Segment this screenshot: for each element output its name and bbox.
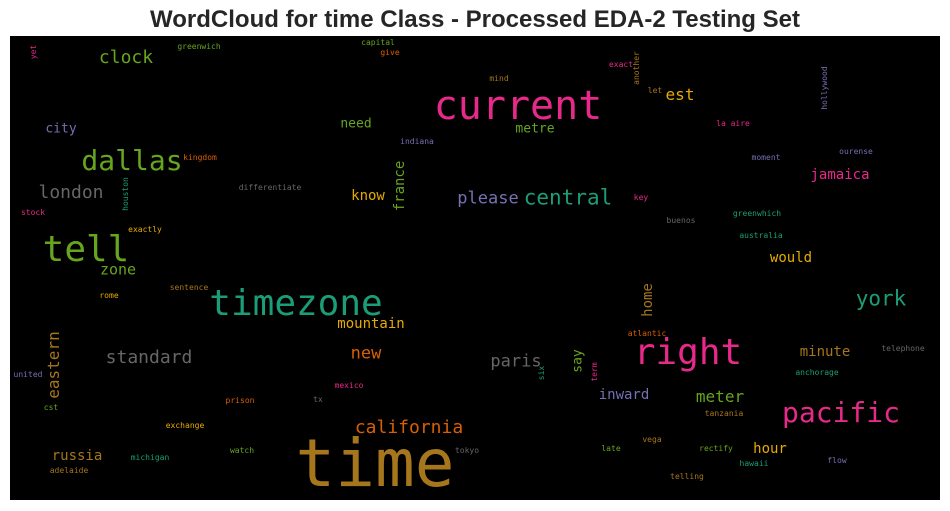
word-know: know <box>351 188 385 204</box>
word-eastern: eastern <box>44 331 63 399</box>
word-key: key <box>633 193 649 202</box>
word-tell: tell <box>42 229 130 270</box>
word-greenwhich: greenwhich <box>732 209 782 218</box>
word-metre: metre <box>515 121 555 137</box>
word-mexico: mexico <box>334 381 364 390</box>
word-la-aire: la aire <box>716 119 750 128</box>
word-tanzania: tanzania <box>704 409 744 418</box>
word-zone: zone <box>99 260 137 279</box>
word-indiana: indiana <box>400 137 434 146</box>
word-timezone: timezone <box>209 283 383 324</box>
word-telling: telling <box>670 472 704 481</box>
word-exchange: exchange <box>165 421 205 430</box>
word-york: york <box>855 286 907 311</box>
word-anchorage: anchorage <box>795 368 839 377</box>
word-paris: paris <box>490 351 542 372</box>
word-dallas: dallas <box>81 144 183 177</box>
word-please: please <box>457 188 519 209</box>
word-michigan: michigan <box>130 453 170 462</box>
word-let: let <box>647 86 663 95</box>
word-united: united <box>13 370 43 379</box>
word-atlantic: atlantic <box>627 329 667 338</box>
word-minute: minute <box>799 344 851 360</box>
chart-title: WordCloud for time Class - Processed EDA… <box>150 6 800 33</box>
word-vega: vega <box>642 435 662 444</box>
word-term: term <box>590 362 599 382</box>
word-cst: cst <box>43 403 59 412</box>
word-est: est <box>665 85 695 104</box>
word-kingdom: kingdom <box>183 153 217 162</box>
word-adelaide: adelaide <box>49 466 89 475</box>
word-time: time <box>295 425 455 500</box>
word-sentence: sentence <box>169 283 209 292</box>
word-london: london <box>38 182 104 203</box>
word-right: right <box>633 332 743 373</box>
word-hollywood: hollywood <box>820 66 829 110</box>
word-greenwich: greenwich <box>177 42 221 51</box>
word-prison: prison <box>225 396 255 405</box>
word-inward: inward <box>598 387 650 403</box>
word-pacific: pacific <box>781 396 901 429</box>
word-clock: clock <box>98 47 154 68</box>
word-watch: watch <box>229 446 255 455</box>
word-australia: australia <box>739 231 783 240</box>
word-current: current <box>433 83 603 129</box>
word-hawaii: hawaii <box>739 459 769 468</box>
word-stock: stock <box>20 208 46 217</box>
word-france: france <box>392 160 408 212</box>
word-mountain: mountain <box>337 316 405 332</box>
word-tokyo: tokyo <box>454 446 480 455</box>
word-need: need <box>340 116 372 132</box>
word-houston: houston <box>121 177 130 211</box>
word-hour: hour <box>753 441 787 457</box>
word-city: city <box>45 121 77 137</box>
word-exactly: exactly <box>128 225 162 234</box>
word-buenos: buenos <box>666 216 696 225</box>
word-ourense: ourense <box>839 147 873 156</box>
word-mind: mind <box>489 74 509 83</box>
word-would: would <box>769 250 813 266</box>
word-california: california <box>354 417 464 438</box>
word-capital: capital <box>361 38 395 47</box>
word-jamaica: jamaica <box>810 167 870 183</box>
word-russia: russia <box>51 448 103 464</box>
word-give: give <box>380 48 400 57</box>
word-another: another <box>632 51 641 85</box>
word-meter: meter <box>695 387 745 406</box>
word-yet: yet <box>29 44 38 60</box>
word-say: say <box>570 349 586 373</box>
word-late: late <box>601 444 621 453</box>
word-central: central <box>523 185 613 210</box>
word-rome: rome <box>99 291 119 300</box>
word-home: home <box>640 283 656 317</box>
word-rectify: rectify <box>699 444 733 453</box>
word-moment: moment <box>751 153 781 162</box>
wordcloud-area: time current timezone right tell pacific dalla… <box>10 36 940 500</box>
word-standard: standard <box>105 347 193 368</box>
word-telephone: telephone <box>881 344 925 353</box>
word-differentiate: differentiate <box>238 183 302 192</box>
word-new: new <box>350 343 382 364</box>
word-six: six <box>537 365 546 381</box>
word-flow: flow <box>827 456 847 465</box>
word-exact: exact <box>608 60 634 69</box>
word-tx: tx <box>313 395 323 404</box>
